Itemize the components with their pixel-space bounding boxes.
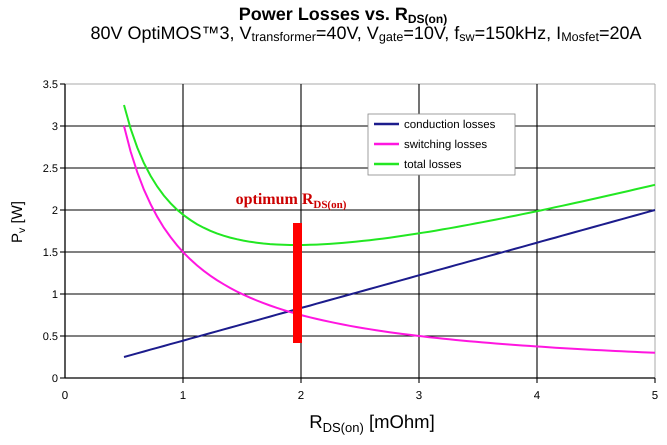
- svg-text:total losses: total losses: [404, 159, 462, 171]
- svg-text:5: 5: [652, 390, 658, 402]
- svg-text:1: 1: [180, 390, 186, 402]
- svg-text:Pv [W]: Pv [W]: [9, 201, 28, 243]
- svg-text:1: 1: [52, 289, 58, 301]
- svg-text:1.5: 1.5: [43, 247, 58, 259]
- svg-text:0.5: 0.5: [43, 331, 58, 343]
- svg-text:4: 4: [534, 390, 541, 402]
- svg-text:3: 3: [416, 390, 422, 402]
- svg-text:2: 2: [298, 390, 304, 402]
- svg-text:2.5: 2.5: [43, 163, 58, 175]
- svg-text:0: 0: [62, 390, 68, 402]
- svg-text:0: 0: [52, 373, 58, 385]
- svg-text:80V OptiMOS™3, Vtransformer=40: 80V OptiMOS™3, Vtransformer=40V, Vgate=1…: [90, 23, 641, 44]
- svg-text:conduction losses: conduction losses: [404, 119, 496, 131]
- svg-text:3.5: 3.5: [43, 79, 58, 91]
- svg-text:2: 2: [52, 205, 58, 217]
- svg-text:switching losses: switching losses: [404, 139, 487, 151]
- svg-text:3: 3: [52, 121, 58, 133]
